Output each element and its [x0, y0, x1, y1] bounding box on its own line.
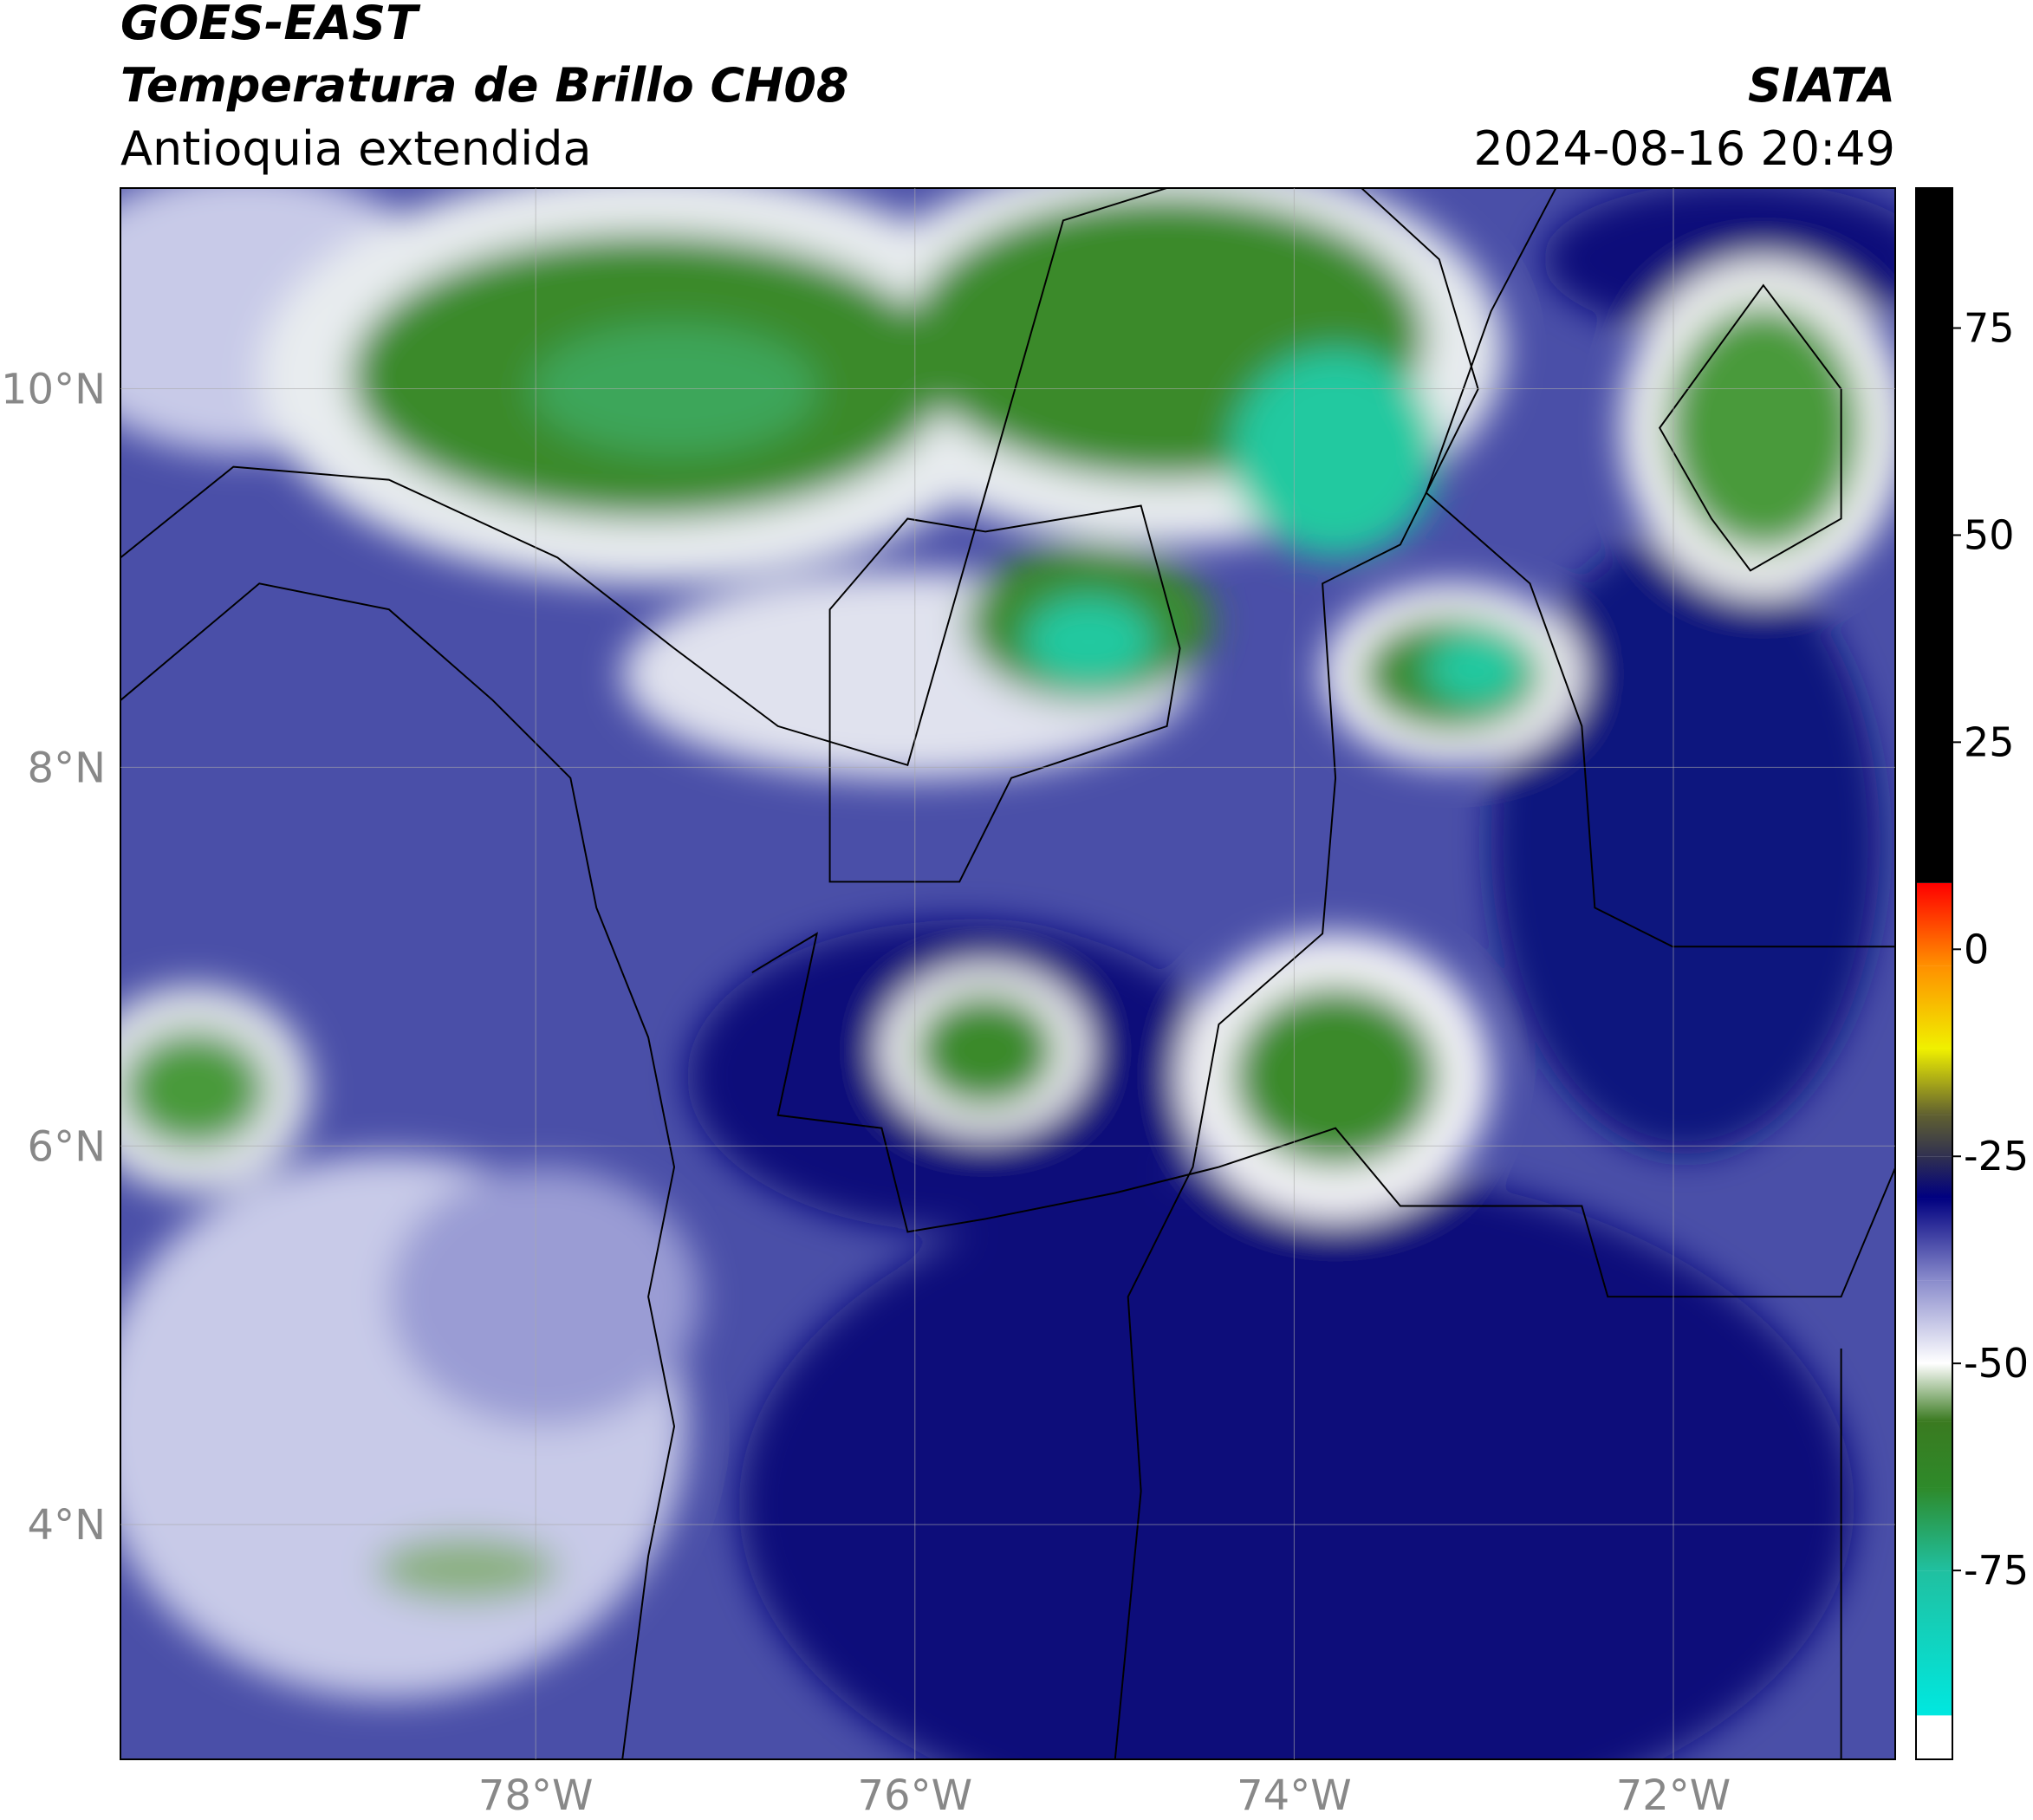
colorbar-segment	[1916, 1156, 1952, 1199]
map-frame	[120, 187, 1896, 1760]
subtitle: Temperatura de Brillo CH08	[120, 58, 849, 113]
colorbar-segment	[1916, 1115, 1952, 1157]
x-tick-label: 74°W	[1237, 1771, 1352, 1820]
y-tick-label: 4°N	[28, 1501, 106, 1550]
datetime: 2024-08-16 20:49	[1473, 121, 1895, 176]
colorbar-segment	[1916, 1048, 1952, 1115]
colorbar-tick-label: -75	[1964, 1547, 2029, 1594]
title: GOES-EAST	[120, 0, 421, 50]
colorbar-segment	[1916, 188, 1952, 883]
y-tick-label: 10°N	[1, 366, 106, 414]
x-tick-label: 76°W	[858, 1771, 973, 1820]
region: Antioquia extendida	[120, 121, 592, 176]
colorbar-segment	[1916, 1363, 1952, 1422]
x-tick-label: 72°W	[1616, 1771, 1731, 1820]
colorbar-segment	[1916, 1487, 1952, 1571]
y-tick-label: 8°N	[28, 744, 106, 792]
colorbar-segment	[1916, 965, 1952, 1049]
colorbar-segment	[1916, 1280, 1952, 1364]
colorbar-tick-label: 25	[1964, 718, 2015, 765]
colorbar-segment	[1916, 882, 1952, 966]
colorbar-segment	[1916, 1570, 1952, 1716]
colorbar-segment	[1916, 1715, 1952, 1759]
colorbar-tick-label: -50	[1964, 1340, 2029, 1387]
y-tick-label: 6°N	[28, 1122, 106, 1171]
colorbar-tick-label: 0	[1964, 926, 1989, 972]
colorbar-frame	[1915, 187, 1953, 1760]
colorbar-tick-label: 50	[1964, 511, 2015, 558]
colorbar-tick-label: 75	[1964, 305, 2015, 352]
source: SIATA	[1748, 58, 1895, 113]
colorbar-segment	[1916, 1198, 1952, 1281]
x-tick-label: 78°W	[478, 1771, 594, 1820]
colorbar-tick-label: -25	[1964, 1133, 2029, 1180]
colorbar-segment	[1916, 1421, 1952, 1488]
satellite-image	[120, 187, 1896, 1760]
